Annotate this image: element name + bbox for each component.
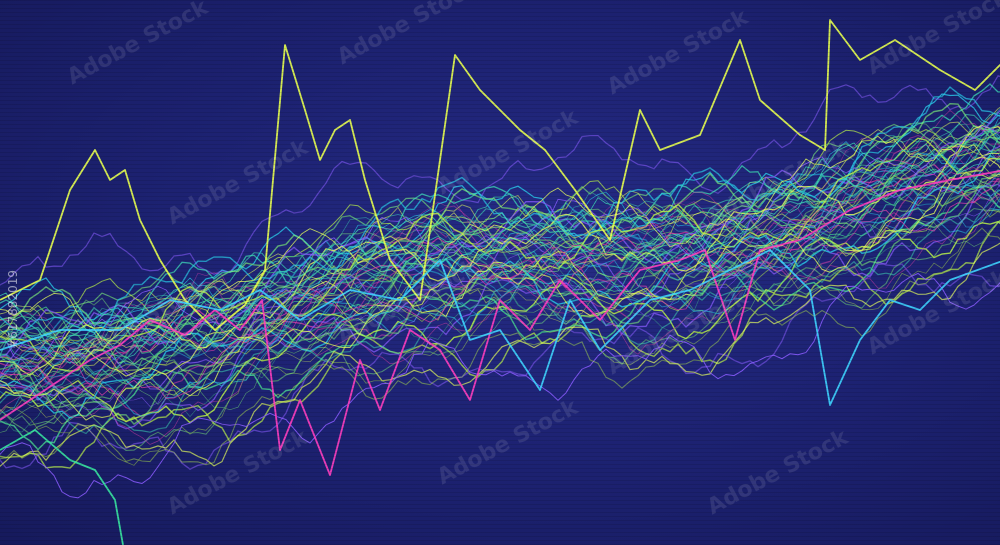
wave-line: [0, 194, 1000, 445]
spike-line: [0, 169, 1000, 476]
wave-line: [0, 158, 1000, 379]
wave-line: [0, 124, 1000, 376]
wave-line: [0, 171, 1000, 425]
wave-line: [0, 174, 1000, 397]
wave-line: [0, 126, 1000, 366]
wave-line: [0, 137, 1000, 357]
wave-line: [0, 123, 1000, 342]
wave-line: [0, 127, 1000, 338]
wave-line: [0, 149, 1000, 404]
wave-line: [0, 169, 1000, 426]
wave-line: [0, 227, 1000, 466]
wave-line: [0, 177, 1000, 412]
spike-line: [0, 249, 1000, 406]
spike-line: [0, 429, 124, 545]
wave-line: [0, 75, 1000, 286]
wave-line: [0, 83, 1000, 348]
wave-line: [0, 193, 1000, 399]
wave-line: [0, 154, 1000, 419]
wave-line: [0, 125, 1000, 361]
wave-line: [0, 148, 1000, 393]
wave-line: [0, 145, 1000, 390]
wave-line: [0, 183, 1000, 411]
wave-line: [0, 152, 1000, 378]
wave-line: [0, 123, 1000, 365]
wave-line: [0, 126, 1000, 361]
wave-line: [0, 103, 1000, 338]
wave-line: [0, 135, 1000, 343]
wave-line: [0, 178, 1000, 433]
stock-id-label: #617882019: [6, 270, 20, 349]
wave-line: [0, 121, 1000, 357]
wave-line: [0, 172, 1000, 435]
wave-line: [0, 242, 1000, 468]
wave-line: [0, 124, 1000, 365]
wave-line: [0, 171, 1000, 421]
spike-line: [0, 19, 1000, 331]
wave-line: [0, 197, 1000, 414]
wave-line: [0, 272, 1000, 499]
wave-line: [0, 219, 1000, 469]
wave-line: [0, 217, 1000, 433]
